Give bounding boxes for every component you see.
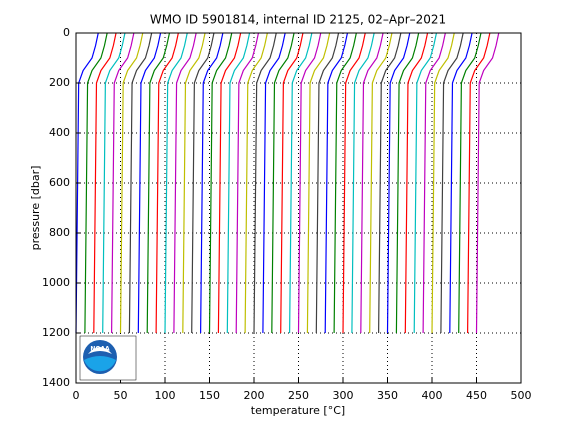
profile-line <box>280 32 304 334</box>
profile-line <box>93 32 117 334</box>
logo-text: NOAA <box>90 346 110 353</box>
profile-line <box>386 32 411 334</box>
profile-line <box>173 32 197 334</box>
profile-line <box>475 32 500 334</box>
profile-line <box>164 32 188 334</box>
profile-line <box>440 32 464 334</box>
y-tick-label: 800 <box>49 226 70 239</box>
chart-title: WMO ID 5901814, internal ID 2125, 02–Apr… <box>150 13 446 27</box>
profile-line <box>102 32 126 334</box>
profile-line <box>155 32 179 334</box>
x-tick-label: 400 <box>422 389 443 402</box>
x-tick-label: 150 <box>199 389 220 402</box>
logo-wave <box>84 356 116 372</box>
profile-line <box>244 32 268 334</box>
profile-line <box>333 32 357 334</box>
x-tick-label: 250 <box>288 389 309 402</box>
profile-line <box>137 32 162 334</box>
profile-line <box>315 32 340 334</box>
x-tick-label: 500 <box>511 389 532 402</box>
profile-line <box>289 32 313 334</box>
profile-line <box>467 32 491 334</box>
x-tick-label: 50 <box>114 389 128 402</box>
y-tick-label: 200 <box>49 76 70 89</box>
y-tick-label: 1200 <box>42 326 70 339</box>
profile-line <box>351 32 375 334</box>
profile-line <box>235 32 260 334</box>
y-tick-label: 400 <box>49 126 70 139</box>
y-tick-label: 0 <box>63 26 70 39</box>
profile-line <box>324 32 349 334</box>
profile-line <box>75 32 99 334</box>
profile-line <box>342 32 366 334</box>
profile-line <box>262 32 286 334</box>
profile-line <box>182 32 206 334</box>
y-axis-label: pressure [dbar] <box>29 166 42 251</box>
y-tick-label: 1000 <box>42 276 70 289</box>
profile-line <box>226 32 251 334</box>
logo-bird <box>88 347 112 354</box>
noaa-logo: NOAA <box>79 335 137 381</box>
profile-line <box>297 32 322 334</box>
profile-line <box>449 32 473 334</box>
profile-line <box>217 32 242 334</box>
x-tick-label: 0 <box>73 389 80 402</box>
profile-line <box>413 32 438 334</box>
profile-line <box>84 32 108 334</box>
y-tick-label: 1400 <box>42 376 70 389</box>
profile-line <box>395 32 420 334</box>
profile-line <box>369 32 393 334</box>
profile-line <box>119 32 144 334</box>
profile-line <box>200 32 224 334</box>
x-tick-label: 200 <box>244 389 265 402</box>
profile-line <box>111 32 135 334</box>
profile-line <box>431 32 455 334</box>
y-tick-label: 600 <box>49 176 70 189</box>
profile-line <box>146 32 171 334</box>
profile-line <box>128 32 153 334</box>
profile-line <box>422 32 446 334</box>
ticks: 0 50 100 150 200 250 300 350 400 450 500 0 200 400 600… <box>42 26 532 402</box>
profiles <box>75 32 500 334</box>
x-tick-label: 300 <box>333 389 354 402</box>
profile-line <box>378 32 402 334</box>
profile-line <box>253 32 277 334</box>
x-tick-label: 450 <box>466 389 487 402</box>
x-axis-label: temperature [°C] <box>251 404 345 417</box>
profile-line <box>191 32 215 334</box>
profile-line <box>271 32 295 334</box>
x-tick-label: 350 <box>377 389 398 402</box>
x-tick-label: 100 <box>155 389 176 402</box>
profile-line <box>208 32 233 334</box>
profile-line <box>458 32 482 334</box>
profile-line <box>360 32 384 334</box>
profile-line <box>404 32 429 334</box>
profile-line <box>306 32 331 334</box>
